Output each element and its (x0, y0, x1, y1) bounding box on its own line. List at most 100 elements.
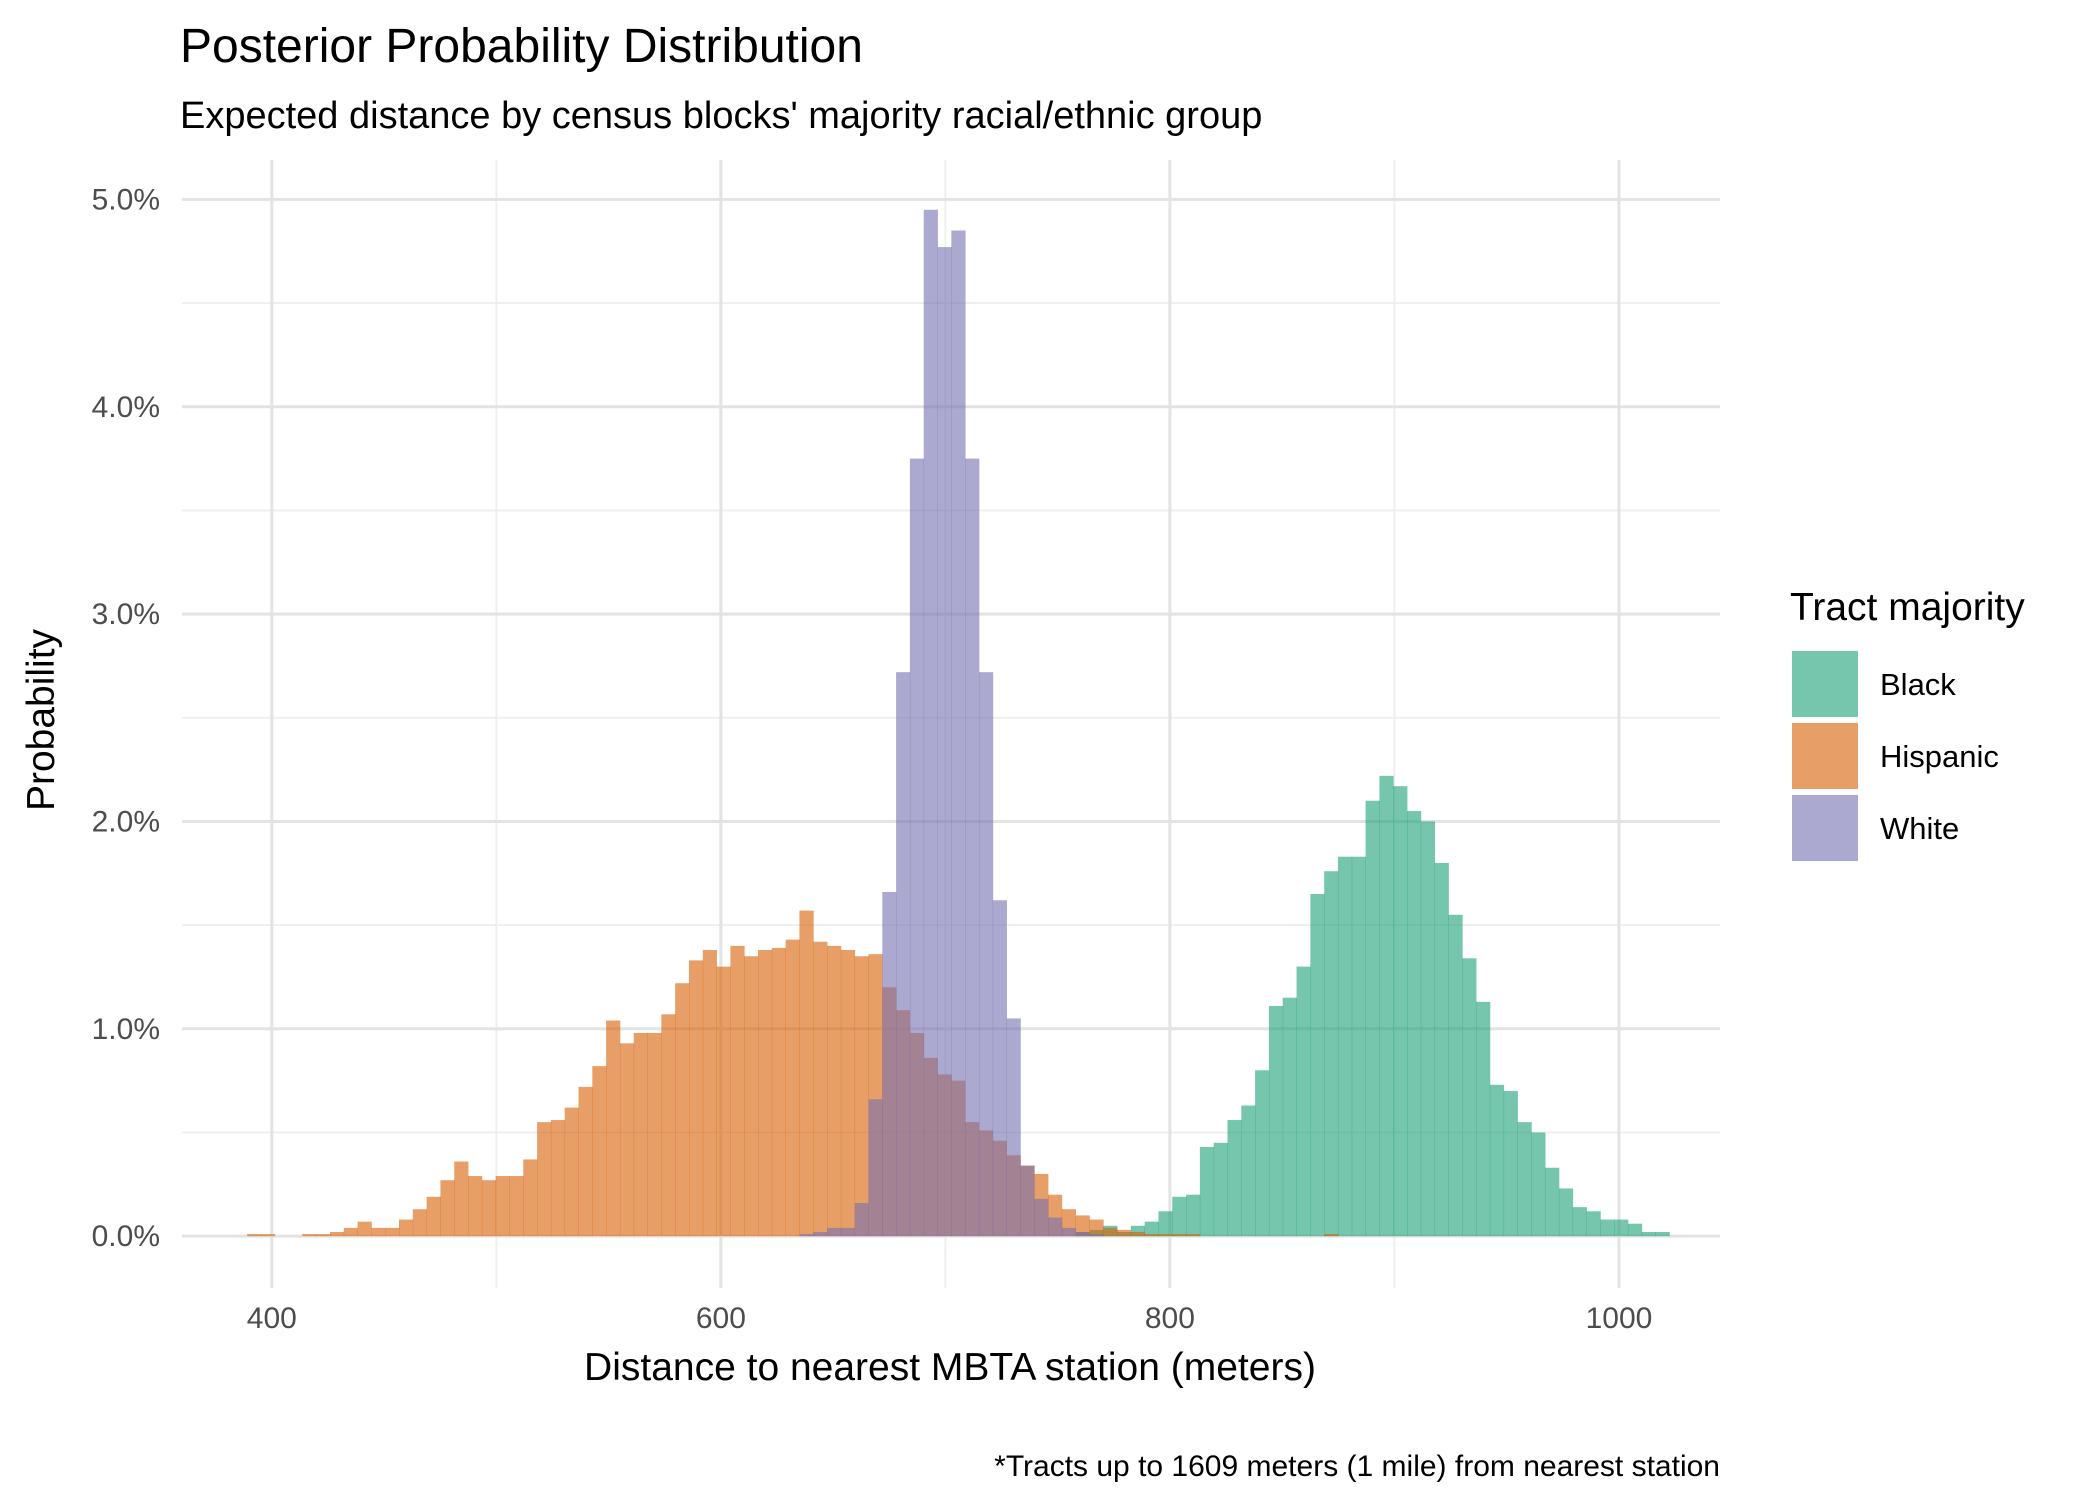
legend-swatch-black (1792, 651, 1858, 717)
bar-black (1503, 1091, 1518, 1237)
x-tick-label: 800 (1145, 1302, 1195, 1335)
bar-black (1489, 1084, 1505, 1237)
bar-hispanic (785, 939, 800, 1237)
bar-black (1517, 1122, 1532, 1237)
bar-hispanic (619, 1043, 635, 1237)
bar-black (1241, 1105, 1256, 1237)
bar-white (827, 1227, 842, 1237)
legend-swatch-white (1792, 795, 1858, 861)
bar-white (978, 672, 994, 1237)
bar-hispanic (523, 1159, 538, 1237)
series-hispanic (247, 910, 1339, 1237)
bar-hispanic (412, 1209, 428, 1237)
x-axis-title: Distance to nearest MBTA station (meters… (584, 1346, 1316, 1389)
bar-hispanic (702, 950, 717, 1237)
y-axis-ticks: 0.0% 1.0% 2.0% 3.0% 4.0% 5.0% (92, 183, 160, 1253)
bar-black (1337, 856, 1353, 1237)
bar-black (1600, 1219, 1615, 1237)
bar-hispanic (537, 1122, 552, 1237)
y-tick-label: 0.0% (92, 1220, 160, 1253)
bar-hispanic (440, 1180, 455, 1237)
bar-white (1089, 1234, 1104, 1237)
y-tick-label: 4.0% (92, 391, 160, 424)
chart-subtitle: Expected distance by census blocks' majo… (180, 95, 1262, 137)
bar-white (868, 1099, 883, 1237)
bar-white (1034, 1198, 1049, 1237)
bar-white (882, 891, 897, 1237)
bar-hispanic (371, 1227, 386, 1237)
bar-hispanic (661, 1014, 676, 1237)
bar-black (1545, 1167, 1560, 1237)
bar-hispanic (357, 1221, 372, 1237)
legend-label-white: White (1880, 811, 1959, 846)
bar-white (840, 1227, 856, 1237)
bar-black (1614, 1219, 1629, 1237)
bar-hispanic (1089, 1219, 1104, 1237)
bar-black (1462, 958, 1477, 1237)
bar-hispanic (771, 947, 787, 1237)
bar-hispanic (385, 1227, 400, 1237)
x-axis-ticks: 400 600 800 1000 (247, 1302, 1653, 1335)
bar-white (854, 1202, 869, 1237)
bar-black (1655, 1232, 1670, 1237)
bar-black (1448, 914, 1463, 1237)
bar-hispanic (730, 945, 745, 1237)
y-tick-label: 1.0% (92, 1013, 160, 1046)
x-tick-label: 1000 (1586, 1302, 1653, 1335)
bar-hispanic (716, 966, 731, 1237)
bar-black (1227, 1120, 1242, 1237)
y-axis-title: Probability (20, 628, 63, 811)
bar-black (1627, 1223, 1643, 1237)
bar-hispanic (316, 1234, 331, 1237)
bar-white (937, 247, 952, 1237)
bar-white (799, 1234, 814, 1237)
bar-hispanic (744, 956, 759, 1237)
bar-hispanic (1172, 1234, 1187, 1237)
bar-white (992, 900, 1007, 1237)
bar-white (965, 458, 980, 1237)
bar-hispanic (343, 1227, 358, 1237)
chart-title: Posterior Probability Distribution (180, 20, 863, 73)
histogram-bars (247, 209, 1670, 1237)
bar-hispanic (1130, 1232, 1146, 1237)
bar-black (1393, 786, 1408, 1237)
bar-black (1255, 1070, 1270, 1237)
bar-hispanic (633, 1032, 648, 1237)
bar-black (1130, 1225, 1146, 1237)
bar-black (1476, 1001, 1491, 1237)
bar-hispanic (495, 1176, 510, 1237)
bar-black (1379, 775, 1394, 1237)
chart-caption: *Tracts up to 1609 meters (1 mile) from … (994, 1450, 1720, 1483)
bar-black (1268, 1006, 1284, 1237)
bar-hispanic (1075, 1215, 1090, 1237)
series-black (1075, 775, 1670, 1237)
bar-hispanic (578, 1086, 593, 1237)
bar-black (1586, 1211, 1601, 1237)
bar-hispanic (509, 1176, 524, 1237)
legend-label-hispanic: Hispanic (1880, 739, 1999, 774)
bar-black (1407, 811, 1422, 1237)
bar-hispanic (426, 1196, 441, 1237)
x-tick-label: 400 (247, 1302, 297, 1335)
bar-black (1282, 997, 1297, 1237)
bar-hispanic (813, 941, 828, 1237)
bar-hispanic (468, 1176, 483, 1237)
legend-swatch-hispanic (1792, 723, 1858, 789)
bar-white (923, 209, 938, 1237)
bar-black (1434, 862, 1449, 1237)
bar-white (813, 1232, 828, 1237)
bar-black (1186, 1194, 1201, 1237)
bar-hispanic (1144, 1234, 1159, 1237)
bar-black (1641, 1232, 1656, 1237)
bar-hispanic (550, 1120, 566, 1237)
bar-black (1572, 1207, 1587, 1237)
bar-black (1199, 1147, 1215, 1237)
bar-hispanic (688, 960, 704, 1237)
x-tick-label: 600 (696, 1302, 746, 1335)
bar-black (1558, 1188, 1574, 1237)
bar-white (1047, 1217, 1063, 1237)
bar-hispanic (1186, 1234, 1201, 1237)
bar-black (1324, 871, 1339, 1237)
bar-black (1420, 821, 1436, 1237)
bar-black (1144, 1221, 1159, 1237)
